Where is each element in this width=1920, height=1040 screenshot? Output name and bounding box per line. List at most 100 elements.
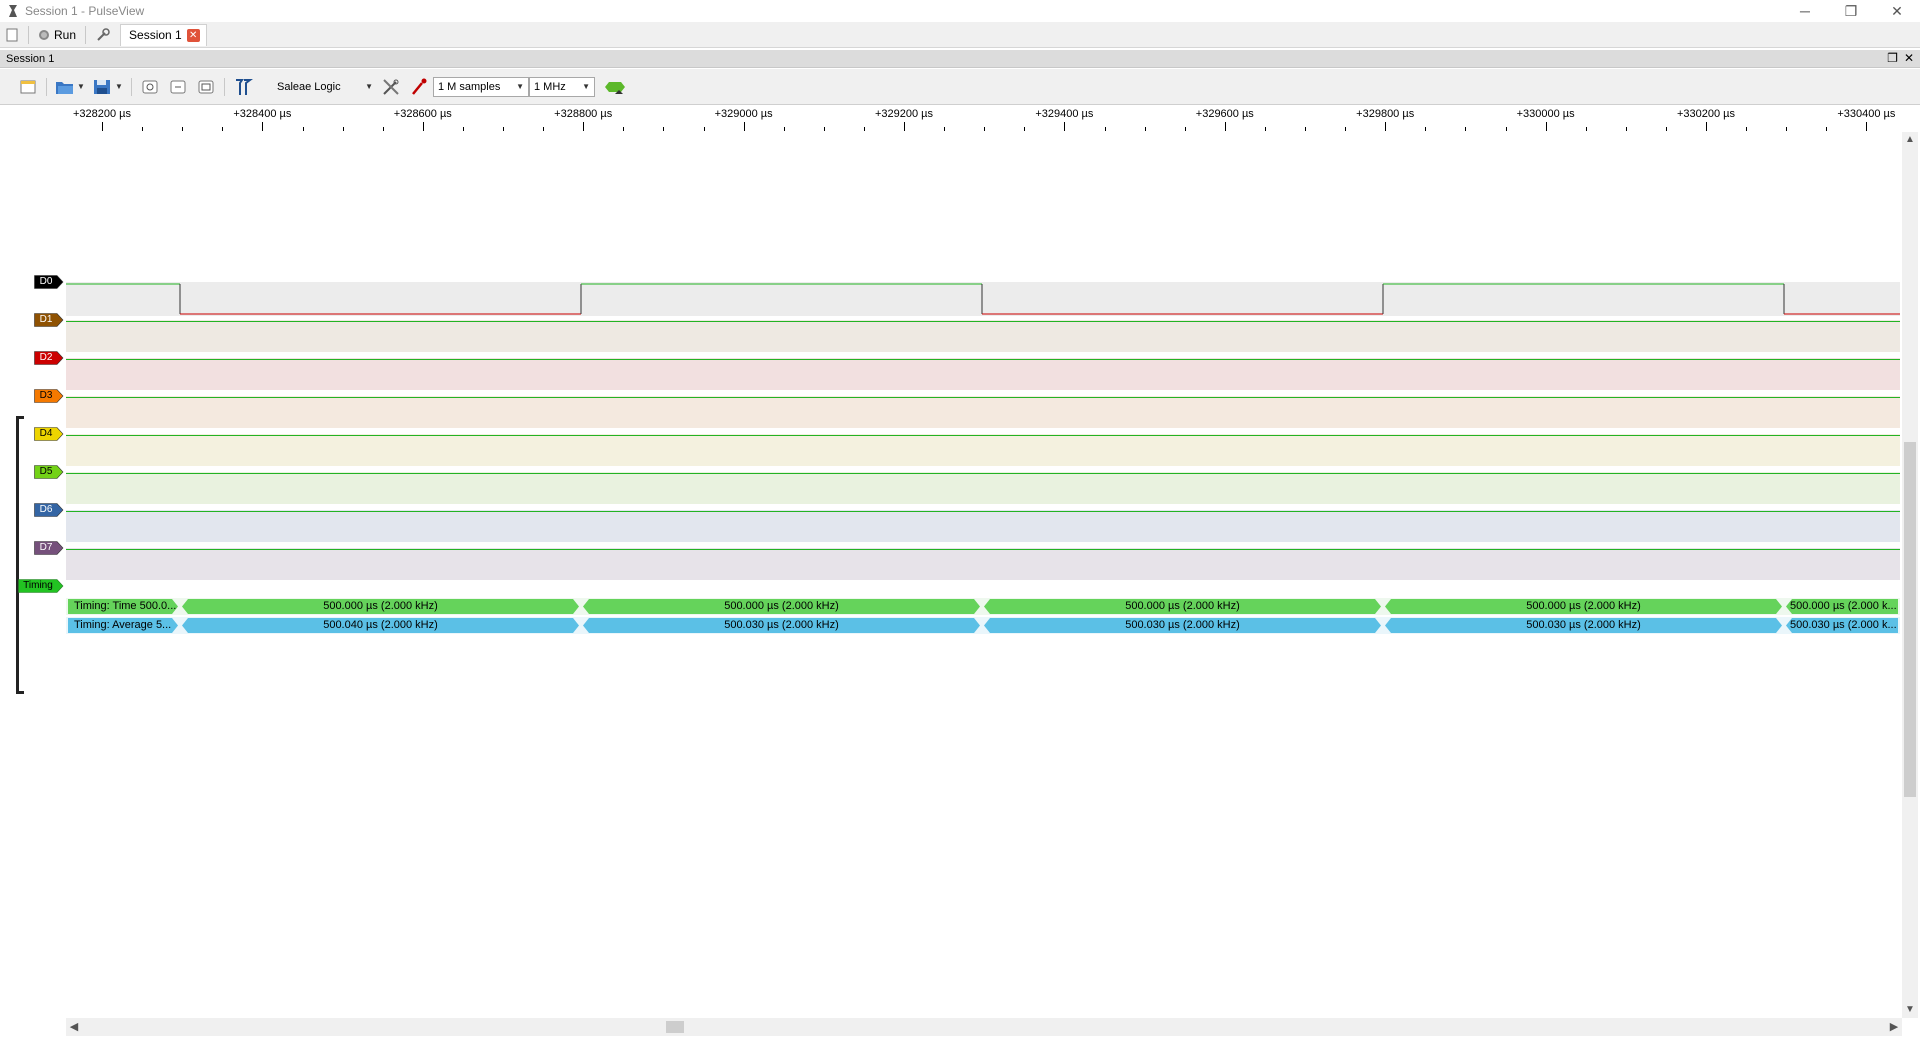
ruler-major-tick [1224,122,1226,131]
tab-session-1[interactable]: Session 1 ✕ [120,23,207,46]
ruler-major-tick [1866,122,1868,131]
ruler-minor-tick [1465,127,1467,131]
channel-name: D2 [39,352,53,363]
ruler-tick-label: +329400 µs [1035,108,1094,120]
scroll-down-icon[interactable]: ▼ [1905,1004,1915,1015]
settings-button[interactable] [90,24,116,46]
ruler-minor-tick [1345,127,1347,131]
close-window-button[interactable]: ✕ [1891,2,1903,19]
device-selector[interactable]: Saleae Logic ▼ [273,76,377,98]
signal-d6-high [66,511,1900,512]
annotation-segment[interactable]: Timing: Time 500.0... [68,599,178,614]
ruler-minor-tick [302,127,304,131]
annotation-segment[interactable]: 500.000 µs (2.000 kHz) [984,599,1381,614]
ruler-minor-tick [1585,127,1587,131]
scroll-up-icon[interactable]: ▲ [1905,134,1915,145]
close-tab-icon[interactable]: ✕ [186,28,200,42]
new-session-button[interactable] [0,24,24,46]
scroll-right-icon[interactable]: ▶ [1889,1021,1899,1033]
channel-lane-d0 [66,282,1900,316]
channel-lane-d1 [66,320,1900,352]
channel-lane-d4 [66,434,1900,466]
configure-device-button[interactable] [377,74,405,100]
ruler-major-tick [1385,122,1387,131]
ruler-minor-tick [1144,127,1146,131]
annotation-segment[interactable]: 500.000 µs (2.000 kHz) [182,599,579,614]
channel-label-d6[interactable]: D6 [34,503,64,517]
samplerate-select[interactable]: 1 MHz ▼ [529,76,595,97]
probes-button[interactable] [405,74,433,100]
channel-name: D0 [39,276,53,287]
toolbar-separator [28,25,29,44]
annotation-segment[interactable]: 500.000 µs (2.000 kHz) [583,599,980,614]
sample-count-select[interactable]: 1 M samples ▼ [433,76,529,97]
ruler-minor-tick [783,127,785,131]
annotation-text: 5... [155,619,172,631]
close-dock-icon[interactable]: ✕ [1903,51,1914,65]
channel-name: D1 [39,314,53,325]
run-button[interactable]: Run [33,24,81,46]
channel-label-d2[interactable]: D2 [34,351,64,365]
samplerate-value: 1 MHz [534,80,566,93]
open-button[interactable]: ▼ [51,74,89,100]
zoom-out-icon [170,80,186,93]
vertical-scrollbar[interactable]: ▲ ▼ [1902,132,1918,1018]
minimize-button[interactable]: ─ [1800,3,1810,19]
channel-label-d1[interactable]: D1 [34,313,64,327]
ruler-major-tick [743,122,745,131]
zoom-fit-button[interactable] [192,74,220,100]
channel-group-bracket[interactable] [16,416,24,694]
trace-header-column: D0 D1 D2 D3 D4 D5 D6 D7 Timing [0,106,66,1034]
d0-waveform [66,283,1900,315]
cursors-button[interactable] [229,74,257,100]
vertical-scroll-thumb[interactable] [1904,442,1916,797]
ruler-minor-tick [222,127,224,131]
zoom-out-button[interactable] [164,74,192,100]
add-decoder-button[interactable] [601,74,629,100]
decoder-label-timing[interactable]: Timing [18,579,64,593]
channel-label-d3[interactable]: D3 [34,389,64,403]
annotation-segment[interactable]: 500.030 µs (2.000 kHz) [583,618,980,633]
ruler-minor-tick [1264,127,1266,131]
scroll-left-icon[interactable]: ◀ [69,1021,79,1033]
decoder-row-average: Timing: Average 5... 500.040 µs (2.000 kH… [66,617,1900,634]
float-dock-icon[interactable]: ❐ [1887,51,1898,65]
channel-label-d0[interactable]: D0 [34,275,64,289]
annotation-segment[interactable]: Timing: Average 5... [68,618,178,633]
cursors-icon [236,78,253,95]
trace-view[interactable]: Timing: Time 500.0... 500.000 µs (2.000 k… [66,132,1900,1018]
annotation-text: 500.000 µs (2.000 kHz) [323,600,438,612]
annotation-segment[interactable]: 500.030 µs (2.000 kHz) [1385,618,1782,633]
signal-d2-high [66,359,1900,360]
annotation-segment[interactable]: 500.030 µs (2.000 k... [1786,618,1898,633]
ruler-tick-label: +328400 µs [233,108,292,120]
wrench-icon [97,27,110,41]
channel-name: D4 [39,428,53,439]
new-view-icon [20,80,36,93]
ruler-tick-label: +328600 µs [393,108,452,120]
session-header-title: Session 1 [6,52,55,65]
channel-label-d4[interactable]: D4 [34,427,64,441]
annotation-segment[interactable]: 500.000 µs (2.000 k... [1786,599,1898,614]
open-folder-icon [56,81,74,94]
time-ruler[interactable]: +328200 µs +328400 µs +328600 µs +328800 µs… [66,106,1902,132]
channel-label-d7[interactable]: D7 [34,541,64,555]
zoom-in-button[interactable] [136,74,164,100]
horizontal-scrollbar[interactable]: ◀ ▶ [66,1018,1902,1036]
session-toolbar: ▼ ▼ Saleae Logic ▼ 1 M samp [0,69,1920,105]
annotation-text: 500.000 µs (2.000 kHz) [1125,600,1240,612]
annotation-segment[interactable]: 500.000 µs (2.000 kHz) [1385,599,1782,614]
save-button[interactable]: ▼ [89,74,127,100]
ruler-tick-label: +329200 µs [874,108,934,120]
annotation-segment[interactable]: 500.040 µs (2.000 kHz) [182,618,579,633]
ruler-major-tick [262,122,264,131]
horizontal-scroll-thumb[interactable] [666,1021,684,1033]
new-view-button[interactable] [14,74,42,100]
restore-button[interactable]: ❐ [1844,2,1858,19]
title-bar: Session 1 - PulseView ─ ❐ ✕ [0,0,1920,22]
zoom-fit-icon [198,80,214,93]
channel-label-d5[interactable]: D5 [34,465,64,479]
annotation-segment[interactable]: 500.030 µs (2.000 kHz) [984,618,1381,633]
signal-d7-high [66,549,1900,550]
pulseview-logo-icon [5,3,21,19]
